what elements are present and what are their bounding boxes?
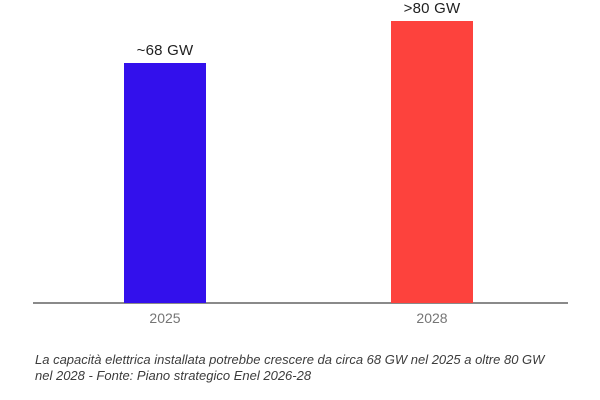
bar-value-label: ~68 GW <box>136 42 194 59</box>
chart-caption: La capacità elettrica installata potrebb… <box>35 352 545 383</box>
x-axis-line <box>33 302 568 304</box>
bar-2028 <box>391 21 473 303</box>
bar-value-label: >80 GW <box>403 0 461 17</box>
bar-2025 <box>124 63 206 303</box>
x-axis-tick-label: 2025 <box>149 310 181 326</box>
x-axis-tick-label: 2028 <box>416 310 448 326</box>
